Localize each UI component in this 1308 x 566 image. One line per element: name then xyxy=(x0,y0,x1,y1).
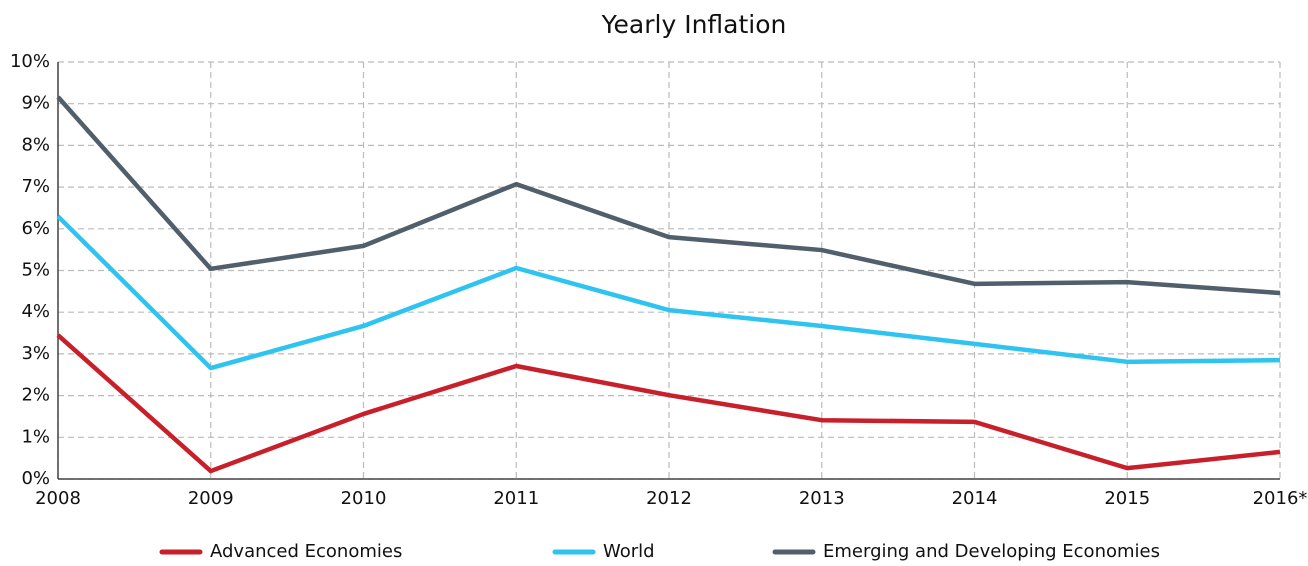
legend-label: Advanced Economies xyxy=(210,541,402,562)
legend-label: World xyxy=(603,541,655,562)
x-tick-label: 2013 xyxy=(799,488,845,509)
y-tick-label: 7% xyxy=(21,176,50,197)
x-tick-label: 2008 xyxy=(35,488,81,509)
series-line xyxy=(56,333,1281,474)
y-tick-label: 6% xyxy=(21,218,50,239)
legend-label: Emerging and Developing Economies xyxy=(823,541,1160,562)
chart-title: Yearly Inflation xyxy=(601,10,787,39)
x-tick-label: 2012 xyxy=(646,488,692,509)
x-tick-label: 2009 xyxy=(188,488,234,509)
series-line xyxy=(56,214,1281,371)
x-tick-label: 2015 xyxy=(1104,488,1150,509)
x-tick-label: 2011 xyxy=(493,488,539,509)
y-tick-label: 0% xyxy=(21,468,50,489)
y-tick-label: 2% xyxy=(21,385,50,406)
y-tick-label: 4% xyxy=(21,301,50,322)
y-tick-label: 8% xyxy=(21,134,50,155)
series-line xyxy=(56,95,1281,296)
y-tick-label: 5% xyxy=(21,260,50,281)
y-tick-label: 10% xyxy=(10,51,50,72)
x-tick-label: 2016* xyxy=(1253,488,1308,509)
y-tick-label: 3% xyxy=(21,343,50,364)
y-tick-label: 9% xyxy=(21,93,50,114)
x-tick-label: 2014 xyxy=(952,488,998,509)
y-tick-label: 1% xyxy=(21,426,50,447)
x-tick-label: 2010 xyxy=(341,488,387,509)
